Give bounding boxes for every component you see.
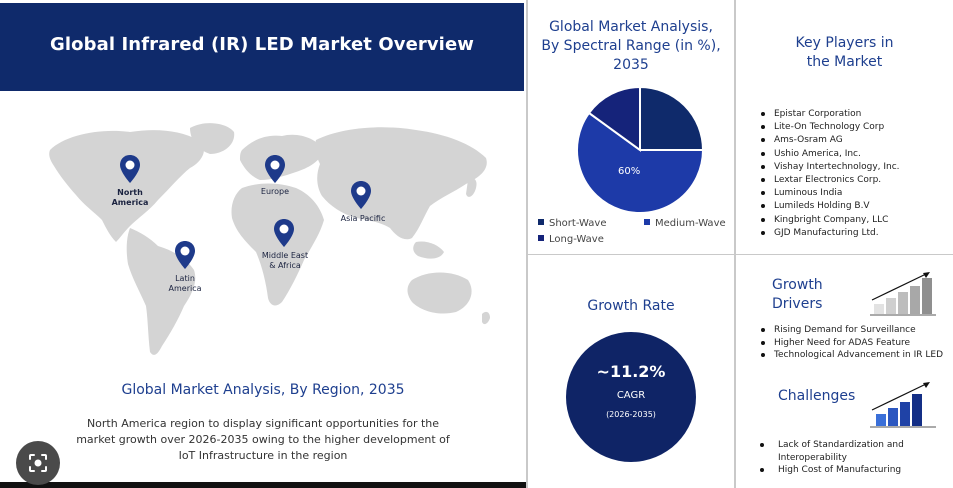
region-analysis-description: North America region to display signific… bbox=[76, 417, 450, 462]
key-players-panel: Key Players in the Market Epistar Corpor… bbox=[736, 0, 953, 254]
page-title: Global Infrared (IR) LED Market Overview bbox=[50, 34, 474, 55]
header-bar bbox=[0, 3, 524, 91]
location-pin-icon bbox=[265, 155, 285, 183]
list-item: Epistar Corporation bbox=[760, 108, 900, 121]
growth-drivers-title: Growth Drivers bbox=[772, 277, 823, 312]
map-latin-america bbox=[126, 228, 196, 355]
list-item: Higher Need for ADAS Feature bbox=[760, 337, 950, 350]
bar-chart-up-icon bbox=[870, 272, 936, 316]
growth-rate-panel: Growth Rate ~11.2% CAGR (2026-2035) bbox=[528, 256, 734, 488]
pie-slice-medium-wave bbox=[576, 111, 705, 214]
list-item: Ams-Osram AG bbox=[760, 134, 900, 147]
region-label-middle-east-africa: Middle East & Africa bbox=[261, 251, 309, 270]
region-panel: Global Infrared (IR) LED Market Overview bbox=[0, 3, 526, 488]
map-greenland bbox=[190, 123, 235, 154]
drivers-challenges-panel: Growth Drivers Rising Demand for Surveil… bbox=[736, 256, 953, 488]
pie-data-label: 60% bbox=[618, 166, 641, 177]
list-item: Rising Demand for Surveillance bbox=[760, 324, 950, 337]
legend-item-long-wave: Long-Wave bbox=[538, 234, 604, 245]
spectral-title: Global Market Analysis, By Spectral Rang… bbox=[541, 19, 721, 73]
spectral-pie-chart bbox=[576, 85, 705, 214]
list-item: Kingbright Company, LLC bbox=[760, 214, 900, 227]
list-item: Lack of Standardization and Interoperabi… bbox=[756, 439, 951, 464]
region-label-asia-pacific: Asia Pacific bbox=[340, 214, 386, 223]
region-label-north-america: North America bbox=[111, 188, 149, 207]
map-north-america bbox=[49, 130, 204, 242]
key-players-title: Key Players in the Market bbox=[795, 35, 894, 70]
region-analysis-title: Global Market Analysis, By Region, 2035 bbox=[121, 382, 405, 398]
challenges-list: Lack of Standardization and Interoperabi… bbox=[756, 439, 951, 477]
spectral-panel: Global Market Analysis, By Spectral Rang… bbox=[528, 0, 734, 254]
growth-rate-title: Growth Rate bbox=[587, 298, 675, 314]
list-item: Ushio America, Inc. bbox=[760, 148, 900, 161]
legend-item-short-wave: Short-Wave bbox=[538, 218, 607, 229]
map-southeast-asia bbox=[413, 241, 444, 259]
map-asia bbox=[315, 127, 487, 240]
cagr-label: CAGR bbox=[616, 390, 646, 401]
lens-search-icon bbox=[29, 454, 47, 472]
legend-item-medium-wave: Medium-Wave bbox=[644, 218, 726, 229]
list-item: Luminous India bbox=[760, 187, 900, 200]
location-pin-icon bbox=[274, 219, 294, 247]
key-players-list: Epistar Corporation Lite-On Technology C… bbox=[760, 108, 900, 240]
challenges-title: Challenges bbox=[778, 388, 856, 404]
growth-drivers-list: Rising Demand for Surveillance Higher Ne… bbox=[760, 324, 950, 362]
panel-divider-vertical-right bbox=[734, 0, 736, 488]
bottom-bar bbox=[0, 482, 526, 488]
list-item: GJD Manufacturing Ltd. bbox=[760, 227, 900, 240]
pie-slice-long-wave bbox=[587, 85, 641, 152]
cagr-period: (2026-2035) bbox=[606, 410, 656, 419]
bar-chart-up-icon bbox=[870, 382, 936, 428]
location-pin-icon bbox=[351, 181, 371, 209]
panel-divider-horizontal bbox=[528, 253, 953, 255]
list-item: High Cost of Manufacturing bbox=[756, 464, 951, 477]
legend-swatch bbox=[538, 219, 544, 225]
location-pin-icon bbox=[175, 241, 195, 269]
pie-slice-short-wave bbox=[639, 85, 705, 151]
legend-swatch bbox=[644, 219, 650, 225]
panel-divider-vertical-left bbox=[526, 0, 528, 488]
world-map bbox=[49, 123, 490, 355]
cagr-circle: ~11.2% CAGR (2026-2035) bbox=[566, 332, 696, 462]
cagr-value: ~11.2% bbox=[596, 362, 666, 381]
list-item: Lite-On Technology Corp bbox=[760, 121, 900, 134]
map-japan bbox=[466, 178, 477, 197]
list-item: Lumileds Holding B.V bbox=[760, 200, 900, 213]
list-item: Vishay Intertechnology, Inc. bbox=[760, 161, 900, 174]
map-europe bbox=[240, 134, 324, 180]
legend-swatch bbox=[538, 235, 544, 241]
location-pin-icon bbox=[120, 155, 140, 183]
map-new-zealand bbox=[482, 311, 490, 325]
region-label-latin-america: Latin America bbox=[168, 274, 202, 293]
list-item: Lextar Electronics Corp. bbox=[760, 174, 900, 187]
map-africa bbox=[231, 183, 324, 306]
region-label-europe: Europe bbox=[260, 187, 290, 196]
map-australia bbox=[407, 272, 472, 314]
list-item: Technological Advancement in IR LED bbox=[760, 349, 950, 362]
lens-search-button[interactable] bbox=[16, 441, 60, 485]
